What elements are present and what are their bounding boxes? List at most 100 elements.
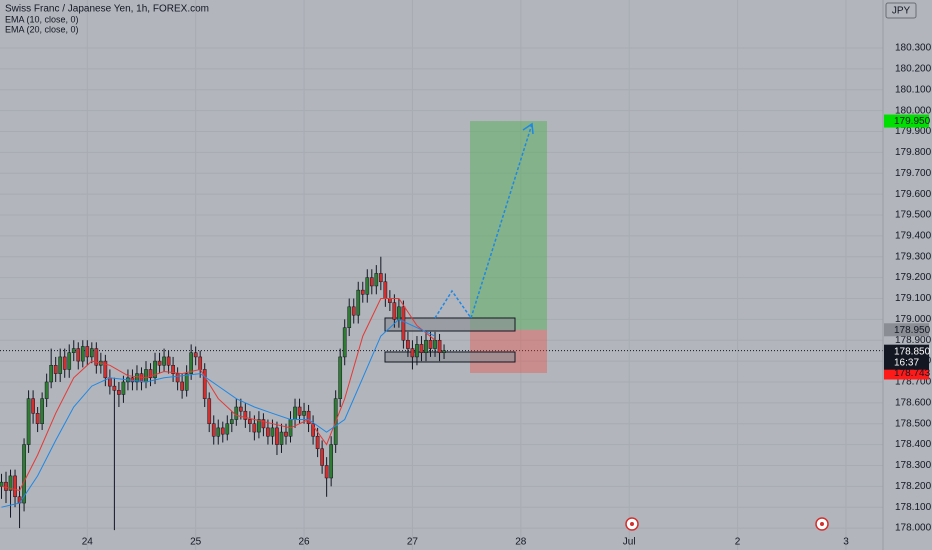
- stop-price-bg: [884, 366, 929, 380]
- candle-body: [144, 369, 148, 383]
- y-tick-label: 179.200: [895, 272, 932, 283]
- last-price-bg: [884, 344, 929, 370]
- candle-body: [4, 481, 8, 491]
- candle-body: [198, 356, 203, 370]
- candle-body: [401, 306, 406, 341]
- entry-price: 178.950: [894, 325, 931, 336]
- candle-body: [329, 444, 334, 479]
- y-tick-label: 179.800: [895, 147, 932, 158]
- y-tick-label: 180.200: [895, 64, 932, 75]
- candle-body: [180, 381, 184, 391]
- stop-price: 178.743: [894, 368, 931, 379]
- y-tick-label: 178.300: [895, 460, 932, 471]
- candle-body: [58, 356, 63, 374]
- position-tool: [470, 121, 547, 373]
- y-tick-label: 178.700: [895, 377, 932, 388]
- candle-body: [53, 365, 58, 374]
- y-tick-label: 179.500: [895, 210, 932, 221]
- axes: 178.000 178.100 178.200 178.300 178.400 178.5…: [82, 43, 932, 548]
- x-tick-label: 2: [735, 537, 741, 548]
- y-tick-label: 179.700: [895, 168, 932, 179]
- candle-body: [257, 419, 261, 433]
- candle-body: [216, 427, 221, 437]
- event-icon[interactable]: [815, 517, 829, 531]
- candle-body: [356, 289, 361, 316]
- candle-body: [311, 423, 315, 437]
- candle-body: [428, 339, 433, 349]
- y-tick-label: 180.000: [895, 105, 932, 116]
- candle-body: [121, 381, 126, 395]
- candle-body: [279, 431, 284, 445]
- candle-body: [71, 348, 76, 354]
- candle-body: [378, 273, 383, 283]
- x-tick-label: 26: [298, 537, 310, 548]
- y-tick-label: 178.100: [895, 502, 932, 513]
- y-tick-label: 178.200: [895, 481, 932, 492]
- candle-body: [270, 427, 275, 437]
- candle-body: [89, 348, 94, 358]
- ema-line: [1, 318, 436, 508]
- candle-body: [35, 413, 40, 424]
- candle-body: [211, 423, 216, 437]
- candle-body: [166, 356, 171, 366]
- x-tick-label: 24: [82, 537, 94, 548]
- ema-line: [1, 298, 436, 492]
- candle-body: [31, 398, 35, 414]
- candle-body: [26, 398, 31, 445]
- candle-body: [193, 352, 198, 358]
- candle-body: [148, 369, 153, 379]
- last-price: 178.850: [894, 346, 931, 357]
- candle-body: [347, 306, 352, 328]
- target-price-bg: [884, 114, 929, 128]
- candle-body: [171, 365, 175, 374]
- candle-body: [369, 277, 374, 287]
- x-tick-label: 27: [407, 537, 419, 548]
- indicator-label: EMA (20, close, 0): [5, 24, 79, 34]
- candle-body: [243, 410, 248, 420]
- candle-body: [0, 481, 4, 487]
- candle-body: [117, 390, 121, 395]
- candle-body: [225, 423, 230, 435]
- event-icon[interactable]: [625, 517, 639, 531]
- candle-body: [392, 302, 397, 320]
- y-tick-label: 178.900: [895, 335, 932, 346]
- candle-body: [157, 360, 162, 366]
- candle-body: [324, 465, 329, 479]
- candle-body: [315, 435, 320, 450]
- x-tick-label: 3: [843, 537, 849, 548]
- y-tick-label: 180.300: [895, 43, 932, 54]
- entry-price-bg: [884, 323, 929, 337]
- candle-body: [397, 306, 401, 320]
- y-tick-label: 179.300: [895, 251, 932, 262]
- candle-body: [261, 419, 266, 429]
- candle-body: [415, 344, 419, 358]
- candle-body: [293, 406, 297, 420]
- y-tick-label: 179.900: [895, 126, 932, 137]
- candle-body: [302, 410, 306, 416]
- candle-body: [342, 327, 347, 358]
- y-tick-label: 178.500: [895, 418, 932, 429]
- profit-zone: [470, 121, 547, 330]
- countdown: 16:37: [894, 357, 919, 368]
- candle-body: [374, 273, 379, 287]
- candle-body: [40, 398, 44, 424]
- candle-body: [365, 277, 370, 295]
- candle-body: [207, 398, 212, 424]
- candle-body: [338, 356, 343, 399]
- candle-body: [388, 298, 392, 303]
- candle-body: [220, 427, 225, 435]
- zone-box: [384, 351, 516, 363]
- candle-body: [76, 348, 81, 362]
- y-tick-label: 179.600: [895, 189, 932, 200]
- currency-box: [885, 2, 917, 19]
- target-price: 179.950: [894, 116, 931, 127]
- candle-body: [22, 444, 26, 504]
- candle-body: [44, 381, 49, 399]
- candle-body: [284, 431, 288, 437]
- y-tick-label: 180.100: [895, 84, 932, 95]
- candle-body: [360, 289, 365, 295]
- candle-body: [442, 350, 446, 354]
- candle-body: [433, 339, 437, 349]
- indicator-label: EMA (10, close, 0): [5, 14, 79, 24]
